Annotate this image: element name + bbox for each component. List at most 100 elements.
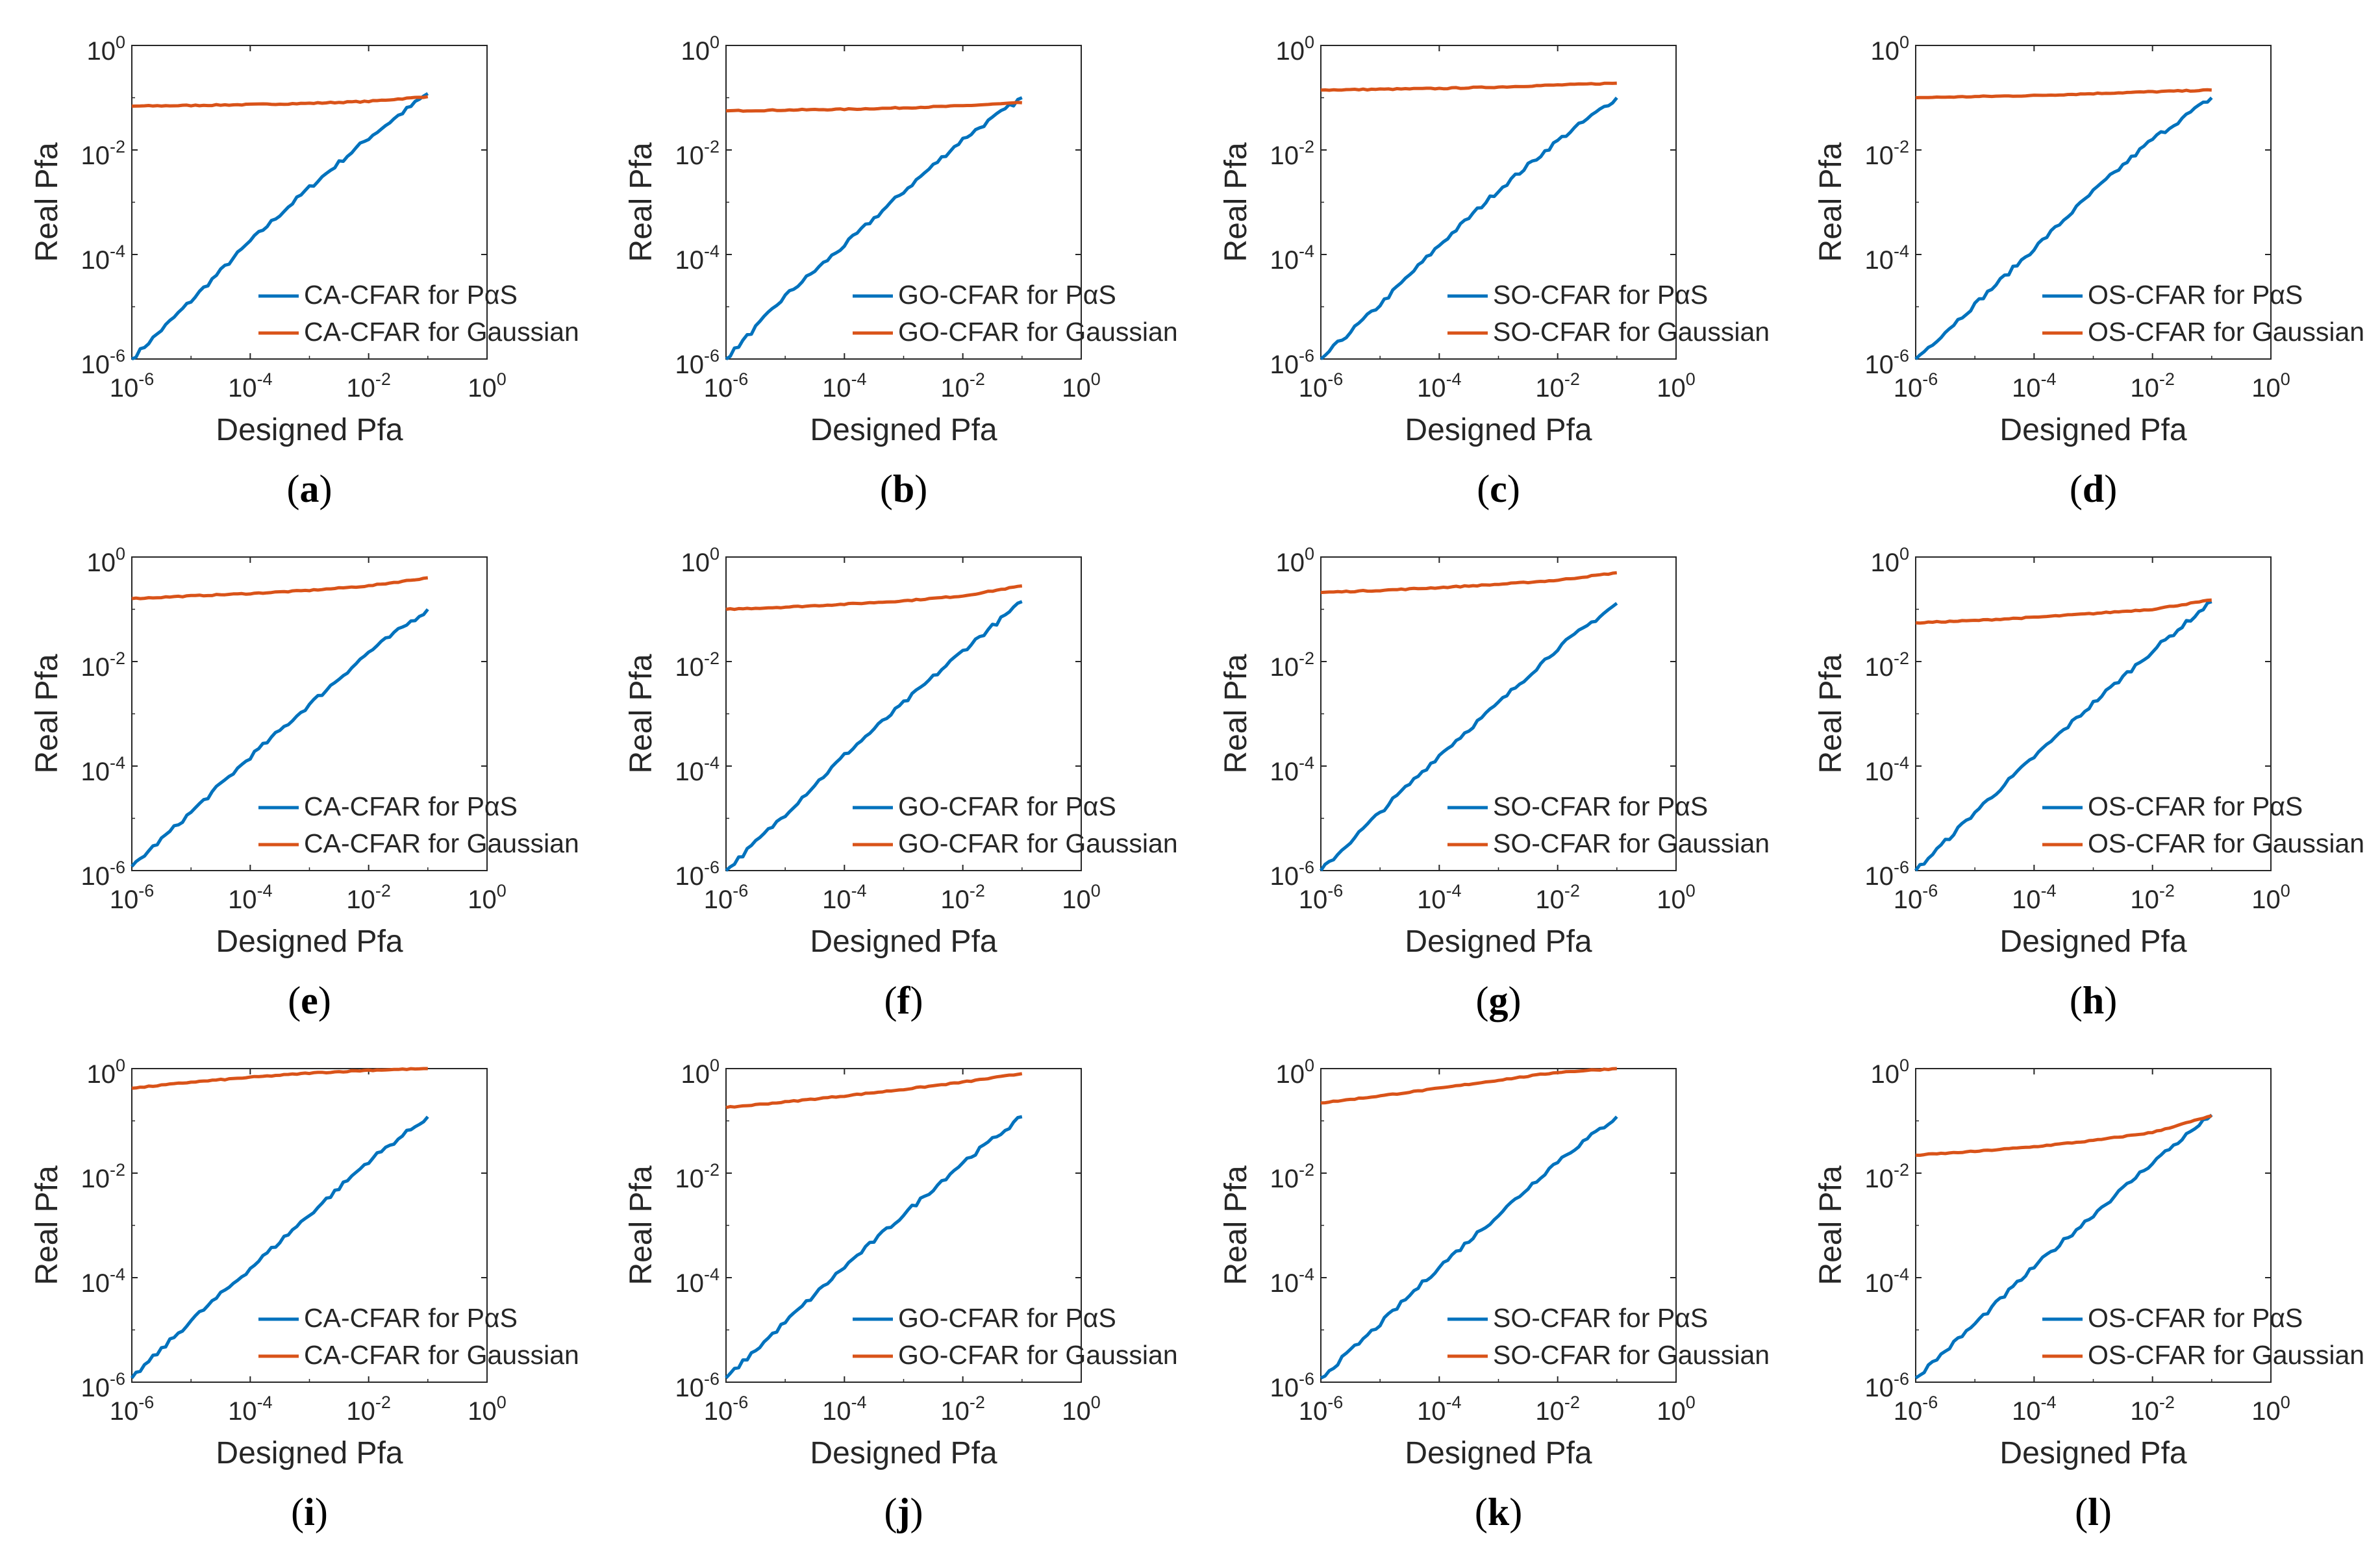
y-tick-label: 10-2 [675,137,720,170]
legend-entry: CA-CFAR for PαS [304,280,518,310]
series-line-gaussian [1915,1114,2212,1157]
y-tick-label: 10-4 [675,1265,720,1298]
x-axis-label: Designed Pfa [810,1436,997,1470]
legend-entry: OS-CFAR for PαS [2088,1303,2303,1333]
legend-entry: CA-CFAR for PαS [304,791,518,821]
legend-entry: SO-CFAR for PαS [1493,1303,1708,1333]
legend-entry: SO-CFAR for PαS [1493,280,1708,310]
x-tick-label: 10-4 [1417,1393,1462,1426]
subplot-h: 10-6 10-4 10-2 100 10-6 10-4 10-2 100 Designed P… [1814,544,2364,1022]
x-tick-label: 10-4 [228,1393,273,1426]
y-tick-label: 100 [681,544,720,577]
y-axis-label: Real Pfa [624,654,658,773]
x-tick-label: 10-2 [1535,369,1580,403]
series-line-pas [725,600,1023,872]
legend-entry: GO-CFAR for Gaussian [898,828,1178,858]
plot-area [1320,556,1677,871]
legend-entry: SO-CFAR for Gaussian [1493,317,1770,347]
legend-entry: GO-CFAR for PαS [898,791,1116,821]
subplot-a: 10-6 10-4 10-2 100 10-6 10-4 10-2 100 Designed P… [30,32,579,510]
y-tick-label: 10-4 [1270,242,1314,275]
series-line-gaussian [1915,88,2212,99]
y-tick-label: 10-4 [1270,753,1314,786]
series-line-pas [1320,1115,1618,1380]
x-tick-label: 10-6 [110,369,155,403]
legend-entry: GO-CFAR for PαS [898,1303,1116,1333]
x-tick-label: 100 [1062,1393,1101,1426]
x-tick-label: 10-6 [1894,881,1938,914]
x-axis-label: Designed Pfa [1999,413,2186,447]
x-axis-label: Designed Pfa [1999,1436,2186,1470]
x-tick-label: 10-2 [940,369,985,403]
series-line-pas [1319,602,1618,872]
x-axis-label: Designed Pfa [810,924,997,959]
legend-entry: GO-CFAR for Gaussian [898,317,1178,347]
series-line-pas [1914,600,2212,872]
x-tick-label: 10-6 [704,1393,749,1426]
x-axis-label: Designed Pfa [216,924,403,959]
subplot-caption: (j) [884,1491,923,1533]
series-line-pas [725,1115,1023,1380]
subplot-caption: (f) [884,979,923,1022]
legend-entry: OS-CFAR for PαS [2088,791,2303,821]
x-tick-label: 10-2 [2130,369,2175,403]
plot-area [131,45,488,360]
y-tick-label: 10-6 [675,858,720,891]
y-tick-label: 10-6 [81,1369,125,1402]
y-tick-label: 10-6 [675,346,720,379]
y-tick-label: 10-2 [81,137,125,170]
legend-entry: OS-CFAR for Gaussian [2088,317,2364,347]
y-tick-label: 10-4 [1864,242,1909,275]
subplot-e: 10-6 10-4 10-2 100 10-6 10-4 10-2 100 Designed P… [30,544,579,1022]
series-line-gaussian [131,95,429,108]
x-tick-label: 10-6 [1299,881,1344,914]
y-tick-label: 10-2 [675,649,720,682]
legend-entry: OS-CFAR for PαS [2088,280,2303,310]
x-tick-label: 10-4 [1417,369,1462,403]
plot-area [131,1068,488,1383]
y-tick-label: 10-2 [1270,1160,1314,1193]
x-tick-label: 10-4 [2012,369,2057,403]
series-line-pas [131,92,429,361]
y-axis-label: Real Pfa [30,654,64,773]
x-tick-label: 10-4 [2012,881,2057,914]
series-line-pas [725,96,1023,361]
series-line-gaussian [1320,81,1617,92]
legend-entry: CA-CFAR for Gaussian [304,317,579,347]
plot-area [725,45,1082,360]
y-tick-label: 10-2 [1864,649,1909,682]
y-tick-label: 10-2 [81,649,125,682]
x-tick-label: 10-2 [346,1393,391,1426]
x-tick-label: 100 [2251,369,2290,403]
y-tick-label: 10-6 [1270,1369,1314,1402]
y-tick-label: 10-4 [81,1265,125,1298]
legend-entry: OS-CFAR for Gaussian [2088,828,2364,858]
subplot-f: 10-6 10-4 10-2 100 10-6 10-4 10-2 100 Designed P… [624,544,1178,1022]
y-tick-label: 10-2 [675,1160,720,1193]
x-tick-label: 10-6 [110,881,155,914]
series-line-gaussian [725,584,1023,612]
legend-entry: SO-CFAR for PαS [1493,791,1708,821]
x-axis-label: Designed Pfa [1405,413,1592,447]
subplot-c: 10-6 10-4 10-2 100 10-6 10-4 10-2 100 Designed P… [1219,32,1770,510]
x-tick-label: 10-4 [822,1393,867,1426]
x-tick-label: 100 [468,369,507,403]
y-axis-label: Real Pfa [624,1165,658,1285]
x-axis-label: Designed Pfa [1405,924,1592,959]
x-tick-label: 10-2 [2130,1393,2175,1426]
y-tick-label: 10-4 [1864,1265,1909,1298]
y-tick-label: 10-6 [81,346,125,379]
x-tick-label: 10-6 [704,881,749,914]
y-tick-label: 100 [1275,544,1314,577]
x-axis-label: Designed Pfa [810,413,997,447]
subplot-caption: (i) [291,1491,328,1533]
legend-entry: GO-CFAR for Gaussian [898,1340,1178,1370]
y-axis-label: Real Pfa [1219,1165,1253,1285]
legend-entry: OS-CFAR for Gaussian [2088,1340,2364,1370]
x-tick-label: 10-4 [228,369,273,403]
subplot-caption: (k) [1475,1491,1522,1533]
x-tick-label: 10-6 [1894,1393,1938,1426]
subplot-j: 10-6 10-4 10-2 100 10-6 10-4 10-2 100 Designed P… [624,1056,1178,1533]
y-tick-label: 100 [1275,1056,1314,1089]
legend-entry: SO-CFAR for Gaussian [1493,828,1770,858]
